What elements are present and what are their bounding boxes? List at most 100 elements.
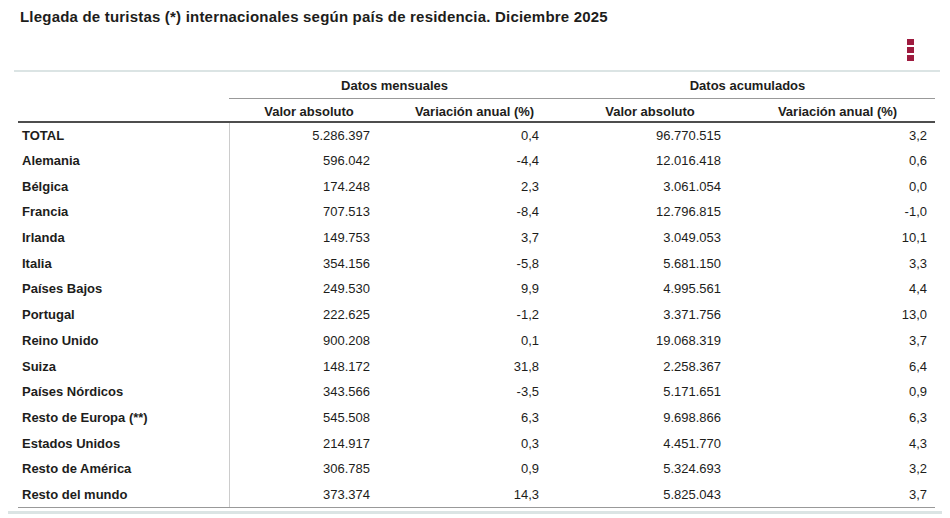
- cell-monthly-variation: 0,1: [389, 328, 560, 354]
- row-label: Italia: [18, 250, 229, 276]
- table-row: Resto de América 306.785 0,9 5.324.693 3…: [18, 456, 935, 482]
- cell-accumulated-absolute: 5.171.651: [560, 379, 740, 405]
- cell-monthly-absolute: 149.753: [229, 225, 389, 251]
- cell-monthly-absolute: 343.566: [229, 379, 389, 405]
- cell-monthly-variation: -4,4: [389, 148, 560, 174]
- cell-accumulated-absolute: 5.324.693: [560, 456, 740, 482]
- ine-table-widget: Llegada de turistas (*) internacionales …: [0, 0, 950, 518]
- cell-accumulated-absolute: 5.681.150: [560, 250, 740, 276]
- row-label: Países Nórdicos: [18, 379, 229, 405]
- cell-monthly-variation: 2,3: [389, 173, 560, 199]
- row-label: Resto del mundo: [18, 482, 229, 508]
- cell-monthly-absolute: 306.785: [229, 456, 389, 482]
- column-header-row: Valor absoluto Variación anual (%) Valor…: [18, 98, 935, 122]
- row-label: Francia: [18, 199, 229, 225]
- cell-monthly-variation: 0,9: [389, 456, 560, 482]
- cell-accumulated-absolute: 19.068.319: [560, 328, 740, 354]
- kebab-menu-button[interactable]: [903, 37, 917, 63]
- cell-accumulated-variation: 3,2: [740, 122, 935, 148]
- cell-monthly-variation: 31,8: [389, 353, 560, 379]
- kebab-menu-icon: [907, 39, 914, 45]
- row-label: Irlanda: [18, 225, 229, 251]
- cell-monthly-absolute: 174.248: [229, 173, 389, 199]
- row-label: TOTAL: [18, 122, 229, 148]
- cell-accumulated-variation: 10,1: [740, 225, 935, 251]
- cell-accumulated-variation: 3,3: [740, 250, 935, 276]
- kebab-menu-icon: [907, 55, 914, 61]
- row-label: Resto de América: [18, 456, 229, 482]
- cell-monthly-absolute: 596.042: [229, 148, 389, 174]
- cell-monthly-absolute: 222.625: [229, 302, 389, 328]
- row-label: Suiza: [18, 353, 229, 379]
- cell-accumulated-variation: 4,3: [740, 430, 935, 456]
- table-row: Reino Unido 900.208 0,1 19.068.319 3,7: [18, 328, 935, 354]
- cell-accumulated-variation: 0,6: [740, 148, 935, 174]
- cell-monthly-absolute: 148.172: [229, 353, 389, 379]
- cell-monthly-absolute: 900.208: [229, 328, 389, 354]
- cell-accumulated-absolute: 2.258.367: [560, 353, 740, 379]
- cell-accumulated-variation: 13,0: [740, 302, 935, 328]
- table-row: Italia 354.156 -5,8 5.681.150 3,3: [18, 250, 935, 276]
- bottom-divider: [8, 511, 942, 514]
- cell-monthly-variation: -3,5: [389, 379, 560, 405]
- row-label: Países Bajos: [18, 276, 229, 302]
- group-header-accumulated: Datos acumulados: [560, 72, 935, 98]
- table-row: Resto del mundo 373.374 14,3 5.825.043 3…: [18, 482, 935, 508]
- cell-accumulated-variation: 6,3: [740, 405, 935, 431]
- cell-accumulated-variation: 3,7: [740, 328, 935, 354]
- cell-accumulated-absolute: 5.825.043: [560, 482, 740, 508]
- table-row: Suiza 148.172 31,8 2.258.367 6,4: [18, 353, 935, 379]
- tourists-table: Datos mensuales Datos acumulados Valor a…: [18, 72, 935, 508]
- table-row: TOTAL 5.286.397 0,4 96.770.515 3,2: [18, 122, 935, 148]
- cell-monthly-variation: -1,2: [389, 302, 560, 328]
- cell-accumulated-variation: 6,4: [740, 353, 935, 379]
- cell-accumulated-variation: -1,0: [740, 199, 935, 225]
- group-header-monthly: Datos mensuales: [229, 72, 560, 98]
- cell-monthly-variation: 3,7: [389, 225, 560, 251]
- cell-monthly-absolute: 5.286.397: [229, 122, 389, 148]
- row-label: Estados Unidos: [18, 430, 229, 456]
- table-row: Resto de Europa (**) 545.508 6,3 9.698.8…: [18, 405, 935, 431]
- cell-accumulated-absolute: 3.049.053: [560, 225, 740, 251]
- cell-monthly-variation: 0,4: [389, 122, 560, 148]
- cell-monthly-variation: -8,4: [389, 199, 560, 225]
- cell-monthly-absolute: 214.917: [229, 430, 389, 456]
- table-row: Francia 707.513 -8,4 12.796.815 -1,0: [18, 199, 935, 225]
- column-header-monthly-absolute: Valor absoluto: [229, 98, 389, 122]
- table-row: Portugal 222.625 -1,2 3.371.756 13,0: [18, 302, 935, 328]
- cell-monthly-variation: -5,8: [389, 250, 560, 276]
- cell-monthly-variation: 9,9: [389, 276, 560, 302]
- row-label: Portugal: [18, 302, 229, 328]
- cell-accumulated-absolute: 4.995.561: [560, 276, 740, 302]
- column-group-row: Datos mensuales Datos acumulados: [18, 72, 935, 98]
- cell-accumulated-absolute: 12.796.815: [560, 199, 740, 225]
- table-row: Bélgica 174.248 2,3 3.061.054 0,0: [18, 173, 935, 199]
- cell-monthly-variation: 14,3: [389, 482, 560, 508]
- column-header-accumulated-absolute: Valor absoluto: [560, 98, 740, 122]
- cell-accumulated-variation: 0,9: [740, 379, 935, 405]
- cell-monthly-absolute: 354.156: [229, 250, 389, 276]
- table-row: Países Nórdicos 343.566 -3,5 5.171.651 0…: [18, 379, 935, 405]
- cell-monthly-variation: 6,3: [389, 405, 560, 431]
- cell-monthly-absolute: 249.530: [229, 276, 389, 302]
- table-row: Alemania 596.042 -4,4 12.016.418 0,6: [18, 148, 935, 174]
- column-header-accumulated-variation: Variación anual (%): [740, 98, 935, 122]
- kebab-menu-icon: [907, 47, 914, 53]
- cell-accumulated-absolute: 96.770.515: [560, 122, 740, 148]
- row-label: Reino Unido: [18, 328, 229, 354]
- table-row: Países Bajos 249.530 9,9 4.995.561 4,4: [18, 276, 935, 302]
- corner-spacer: [18, 72, 229, 98]
- cell-monthly-absolute: 707.513: [229, 199, 389, 225]
- row-label: Resto de Europa (**): [18, 405, 229, 431]
- cell-monthly-absolute: 373.374: [229, 482, 389, 508]
- cell-accumulated-variation: 4,4: [740, 276, 935, 302]
- cell-accumulated-absolute: 9.698.866: [560, 405, 740, 431]
- row-label: Alemania: [18, 148, 229, 174]
- cell-accumulated-absolute: 4.451.770: [560, 430, 740, 456]
- cell-accumulated-absolute: 3.061.054: [560, 173, 740, 199]
- cell-accumulated-variation: 0,0: [740, 173, 935, 199]
- column-header-monthly-variation: Variación anual (%): [389, 98, 560, 122]
- cell-accumulated-absolute: 12.016.418: [560, 148, 740, 174]
- corner-spacer: [18, 98, 229, 122]
- cell-accumulated-variation: 3,2: [740, 456, 935, 482]
